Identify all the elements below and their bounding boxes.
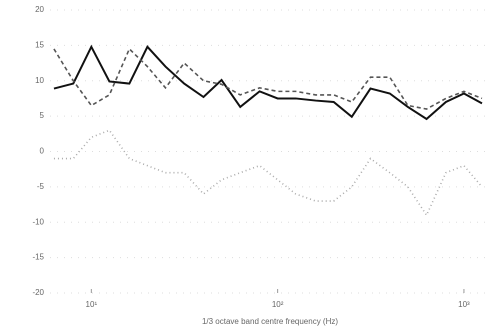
y-tick-label: -5 [37,182,45,191]
y-tick-label: -20 [32,288,44,297]
x-axis-label: 1/3 octave band centre frequency (Hz) [202,317,338,326]
y-tick-label: 0 [40,147,45,156]
y-tick-label: 15 [35,40,44,49]
x-tick-label: 10¹ [86,300,98,309]
y-tick-label: 20 [35,5,44,14]
series-line [53,47,483,110]
y-tick-label: 5 [40,111,45,120]
y-tick-label: -10 [32,217,44,226]
x-tick-label: 10² [272,300,284,309]
series-line [53,44,483,121]
series-line [53,129,483,217]
y-tick-label: -15 [32,253,44,262]
x-tick-label: 10³ [458,300,470,309]
y-tick-label: 10 [35,76,44,85]
